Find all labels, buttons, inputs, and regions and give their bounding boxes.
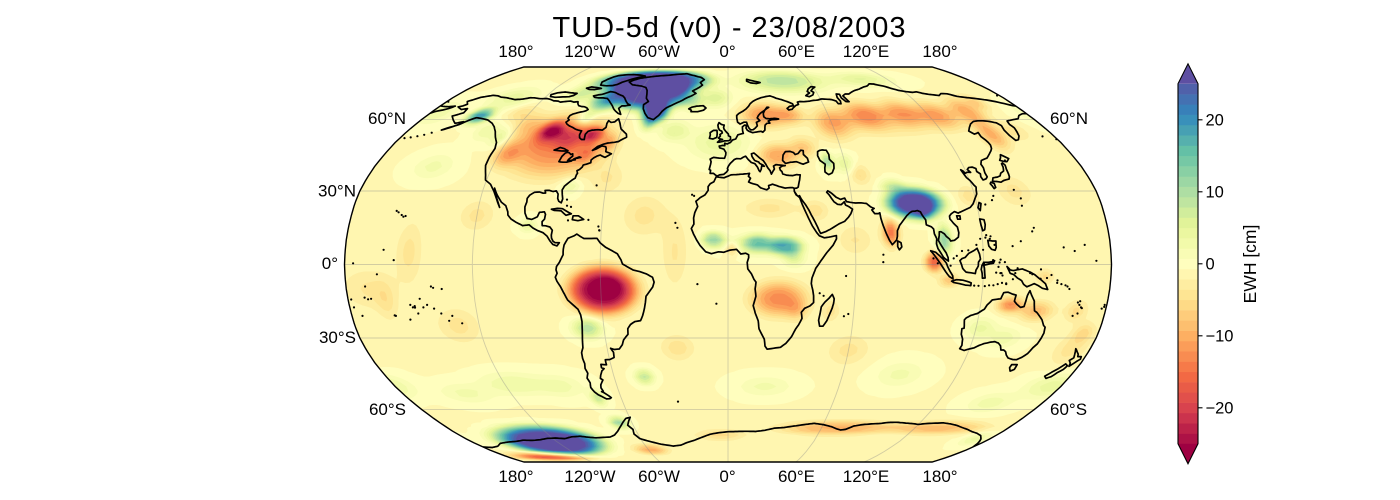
- svg-text:180°: 180°: [498, 467, 533, 486]
- svg-text:0°: 0°: [719, 42, 735, 61]
- svg-text:60°S: 60°S: [369, 400, 406, 419]
- svg-text:20: 20: [1206, 112, 1224, 130]
- svg-text:120°E: 120°E: [843, 42, 890, 61]
- svg-text:EWH [cm]: EWH [cm]: [1240, 225, 1260, 304]
- svg-text:30°N: 30°N: [318, 182, 356, 201]
- svg-text:60°N: 60°N: [368, 109, 406, 128]
- svg-text:120°W: 120°W: [564, 467, 615, 486]
- svg-text:60°S: 60°S: [1050, 400, 1087, 419]
- svg-text:−20: −20: [1206, 400, 1234, 418]
- svg-text:30°S: 30°S: [319, 328, 356, 347]
- svg-text:180°: 180°: [922, 467, 957, 486]
- svg-text:0°: 0°: [719, 467, 735, 486]
- svg-text:180°: 180°: [922, 42, 957, 61]
- svg-text:10: 10: [1206, 184, 1224, 202]
- svg-text:60°W: 60°W: [638, 42, 680, 61]
- svg-text:60°W: 60°W: [638, 467, 680, 486]
- svg-text:120°W: 120°W: [564, 42, 615, 61]
- svg-text:TUD-5d (v0) - 23/08/2003: TUD-5d (v0) - 23/08/2003: [553, 12, 906, 44]
- svg-text:60°E: 60°E: [778, 42, 815, 61]
- svg-text:180°: 180°: [498, 42, 533, 61]
- svg-text:−10: −10: [1206, 328, 1234, 346]
- svg-text:60°N: 60°N: [1050, 109, 1088, 128]
- svg-text:0: 0: [1206, 256, 1215, 274]
- svg-text:60°E: 60°E: [778, 467, 815, 486]
- svg-text:120°E: 120°E: [843, 467, 890, 486]
- svg-text:0°: 0°: [322, 254, 338, 273]
